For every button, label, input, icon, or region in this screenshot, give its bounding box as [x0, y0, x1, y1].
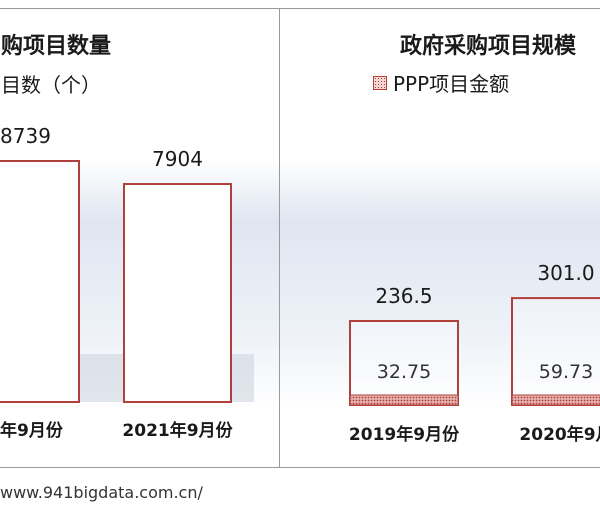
ppp-legend-swatch	[373, 75, 387, 90]
right-chart-plot: 236.5 32.75 2019年9月份 301.0 59.73 2020年9月	[280, 159, 600, 445]
bar-0	[0, 160, 80, 403]
left-chart-title: 购项目数量	[1, 34, 112, 59]
value-label-1: 7904	[152, 147, 203, 171]
source-url: www.941bigdata.com.cn/	[0, 483, 203, 502]
ppp-label-0: 32.75	[377, 361, 431, 383]
right-chart-title: 政府采购项目规模	[400, 34, 577, 59]
ppp-bar-0	[349, 394, 459, 406]
right-chart-panel: 236.5 32.75 2019年9月份 301.0 59.73 2020年9月 政府采购…	[279, 8, 600, 468]
left-chart-subtitle: 目数（个）	[1, 73, 101, 97]
left-chart-panel: 8739 0年9月份 7904 2021年9月份 购项目数量 目数（个）	[0, 8, 280, 468]
category-label-0: 2019年9月份	[349, 424, 460, 445]
value-label-0: 8739	[0, 124, 51, 148]
category-label-1: 2021年9月份	[122, 420, 233, 441]
plot-background	[280, 159, 600, 409]
total-bar-0	[349, 320, 459, 406]
total-label-0: 236.5	[375, 284, 432, 308]
ppp-label-1: 59.73	[539, 361, 593, 383]
ppp-legend-label: PPP项目金额	[393, 72, 510, 96]
bar-1	[123, 183, 232, 403]
right-chart-legend: PPP项目金额	[373, 68, 509, 97]
total-bar-1	[511, 297, 600, 406]
ppp-bar-1	[511, 394, 600, 406]
category-label-1: 2020年9月	[519, 424, 600, 445]
total-label-1: 301.0	[537, 261, 594, 285]
category-label-0: 0年9月份	[0, 420, 64, 441]
left-chart-plot: 8739 0年9月份 7904 2021年9月份	[0, 124, 279, 441]
